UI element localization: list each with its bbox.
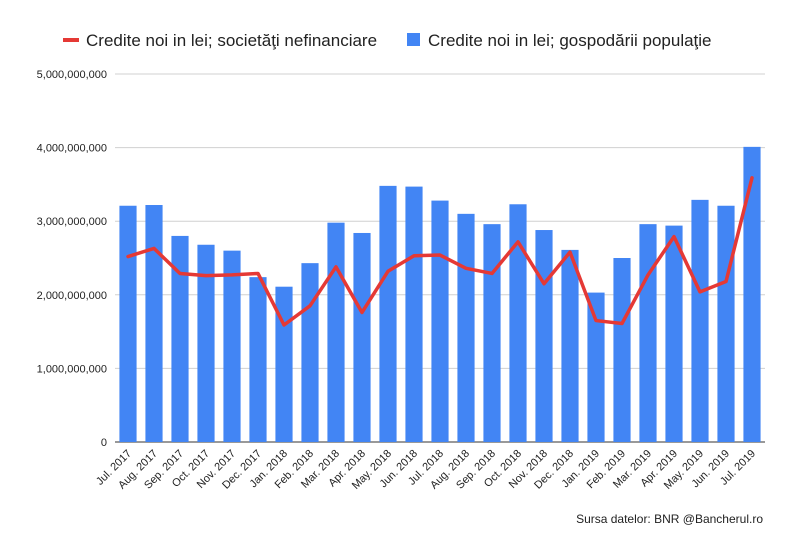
bar xyxy=(743,146,761,442)
bar xyxy=(431,200,449,442)
y-tick-label: 5,000,000,000 xyxy=(37,69,107,81)
bar xyxy=(327,222,345,442)
line-series xyxy=(126,176,754,327)
bar xyxy=(379,185,397,442)
bar xyxy=(717,205,735,442)
bar xyxy=(483,224,501,442)
bar xyxy=(405,186,423,442)
bar-series xyxy=(119,146,761,442)
y-tick-label: 0 xyxy=(101,437,107,449)
legend-label-line-series: Credite noi in lei; societăţi nefinancia… xyxy=(86,31,377,50)
bar xyxy=(457,213,475,442)
legend-swatch-bar xyxy=(407,33,420,46)
bar xyxy=(639,224,657,442)
bar xyxy=(145,205,163,442)
y-tick-label: 4,000,000,000 xyxy=(37,143,107,155)
bar xyxy=(301,263,319,442)
bar xyxy=(171,235,189,442)
legend-label-bar-series: Credite noi in lei; gospodării populaţie xyxy=(428,31,712,50)
bar xyxy=(509,204,527,442)
bar xyxy=(613,258,631,442)
bar xyxy=(561,249,579,442)
bar xyxy=(535,230,553,442)
bar xyxy=(353,232,371,442)
y-axis-ticks: 0 1,000,000,000 2,000,000,000 3,000,000,000… xyxy=(37,69,107,449)
y-tick-label: 3,000,000,000 xyxy=(37,216,107,228)
y-tick-label: 2,000,000,000 xyxy=(37,290,107,302)
bar xyxy=(691,199,709,442)
bar xyxy=(223,250,241,442)
bar xyxy=(119,205,137,442)
y-tick-label: 1,000,000,000 xyxy=(37,363,107,375)
bar xyxy=(587,292,605,442)
bar xyxy=(275,286,293,442)
bar xyxy=(665,225,683,442)
bar xyxy=(249,277,267,442)
legend: Credite noi in lei; societăţi nefinancia… xyxy=(63,31,712,50)
bar xyxy=(197,244,215,442)
source-note: Sursa datelor: BNR @Bancherul.ro xyxy=(576,512,763,526)
